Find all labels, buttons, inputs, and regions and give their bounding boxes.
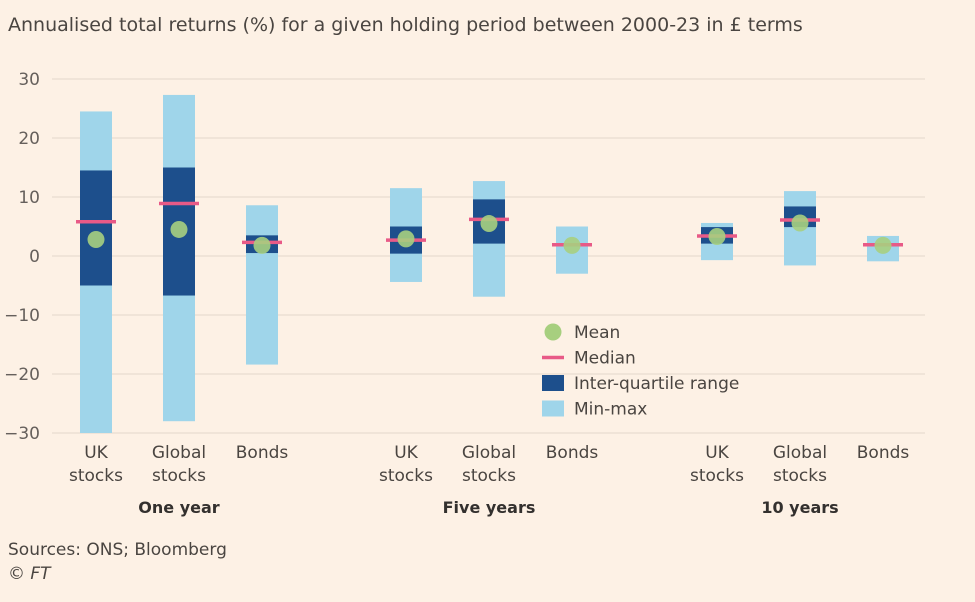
y-tick-label: −20 xyxy=(4,365,40,385)
bars-layer xyxy=(76,94,903,433)
group-label: 10 years xyxy=(761,498,838,517)
category-label: stocks xyxy=(152,466,206,486)
legend-iqr-swatch xyxy=(542,375,564,391)
category-label: stocks xyxy=(379,466,433,486)
category-label: Bonds xyxy=(857,443,910,463)
category-label: UK xyxy=(394,443,418,463)
chart-title: Annualised total returns (%) for a given… xyxy=(8,14,803,36)
category-label: stocks xyxy=(690,466,744,486)
mean-point xyxy=(480,215,498,233)
category-label: UK xyxy=(705,443,729,463)
legend-label: Mean xyxy=(574,323,620,343)
mean-point xyxy=(874,236,892,254)
category-label: Global xyxy=(152,443,206,463)
legend-minmax-swatch xyxy=(542,400,564,417)
category-label: Global xyxy=(773,443,827,463)
legend-mean-swatch xyxy=(544,323,562,341)
y-tick-label: −30 xyxy=(4,424,40,444)
legend-label: Inter-quartile range xyxy=(574,374,739,394)
legend: Mean Median Inter-quartile range Min-max xyxy=(542,323,739,420)
mean-point xyxy=(253,236,271,254)
labels-layer: 30 20 10 0 −10 −20 −30 UK stocks Global stocks Bond… xyxy=(4,70,909,517)
legend-label: Median xyxy=(574,349,636,369)
group-label: One year xyxy=(138,498,219,517)
category-label: UK xyxy=(84,443,108,463)
source-note: Sources: ONS; Bloomberg xyxy=(8,540,227,560)
mean-point xyxy=(170,220,188,238)
minmax-bar xyxy=(246,205,278,365)
y-tick-label: 20 xyxy=(18,129,40,149)
copyright-note: © FT xyxy=(8,564,51,584)
mean-point xyxy=(397,230,415,248)
mean-point xyxy=(791,214,809,232)
mean-point xyxy=(87,230,105,248)
iqr-bar xyxy=(80,170,112,286)
group-label: Five years xyxy=(443,498,536,517)
category-label: Bonds xyxy=(546,443,599,463)
mean-point xyxy=(708,228,726,246)
category-label: stocks xyxy=(462,466,516,486)
category-label: Global xyxy=(462,443,516,463)
y-tick-label: 0 xyxy=(29,247,40,267)
mean-point xyxy=(563,236,581,254)
y-tick-label: 30 xyxy=(18,70,40,90)
category-label: Bonds xyxy=(236,443,289,463)
y-tick-label: −10 xyxy=(4,306,40,326)
category-label: stocks xyxy=(69,466,123,486)
legend-label: Min-max xyxy=(574,400,647,420)
category-label: stocks xyxy=(773,466,827,486)
y-tick-label: 10 xyxy=(18,188,40,208)
